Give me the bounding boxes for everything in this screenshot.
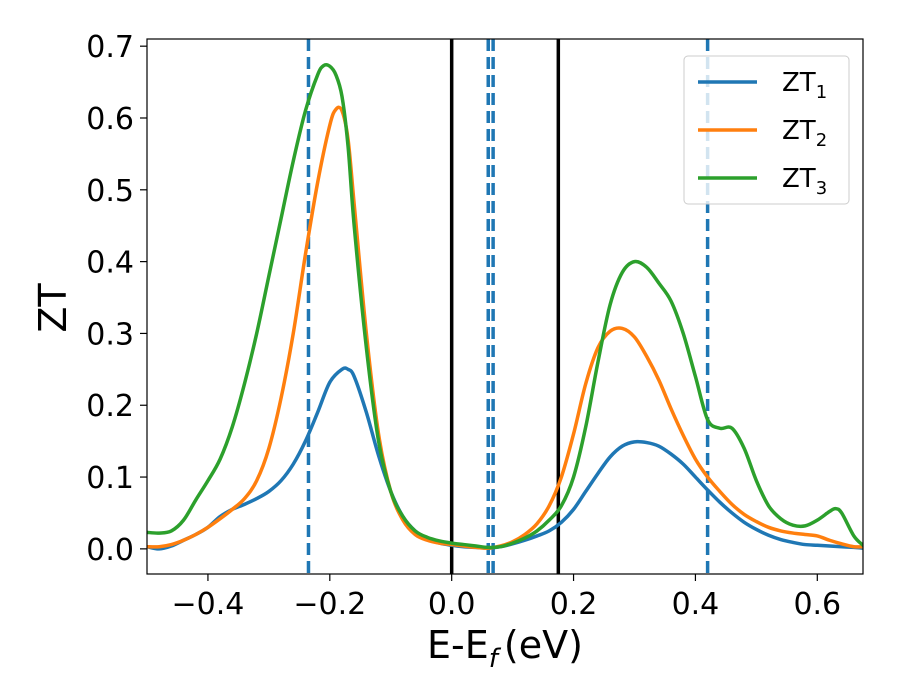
y-tick-label: 0.7 [86, 30, 134, 65]
y-tick-label: 0.2 [86, 389, 134, 424]
legend: ZT1 ZT2 ZT3 [683, 55, 850, 205]
y-axis-label: ZT [31, 283, 75, 333]
legend-box [683, 55, 850, 205]
plot-frame [146, 38, 864, 575]
x-tick-label: −0.4 [172, 587, 245, 622]
legend-label-zt3: ZT3 [782, 164, 827, 199]
x-axis-label: E-Ef (eV) [427, 623, 583, 674]
x-tick-label: −0.2 [293, 587, 366, 622]
x-tick-label: 0.4 [672, 587, 720, 622]
series-lines [147, 63, 863, 551]
y-tick-label: 0.3 [86, 317, 134, 352]
y-tick-label: 0.6 [86, 102, 134, 137]
x-tick-label: 0.0 [428, 587, 476, 622]
x-axis-ticks: −0.4 −0.2 0.0 0.2 0.4 0.6 [172, 574, 841, 622]
y-tick-label: 0.1 [86, 461, 134, 496]
legend-label-zt2: ZT2 [782, 116, 827, 151]
x-tick-label: 0.2 [550, 587, 598, 622]
y-tick-label: 0.4 [86, 246, 134, 281]
legend-label-zt1: ZT1 [782, 68, 827, 103]
x-tick-label: 0.6 [793, 587, 841, 622]
y-tick-label: 0.5 [86, 174, 134, 209]
vertical-reference-lines [306, 39, 710, 574]
series-line-zt3 [147, 63, 863, 550]
y-axis-ticks: 0.0 0.1 0.2 0.3 0.4 0.5 0.6 0.7 [86, 30, 147, 568]
y-tick-label: 0.0 [86, 533, 134, 568]
